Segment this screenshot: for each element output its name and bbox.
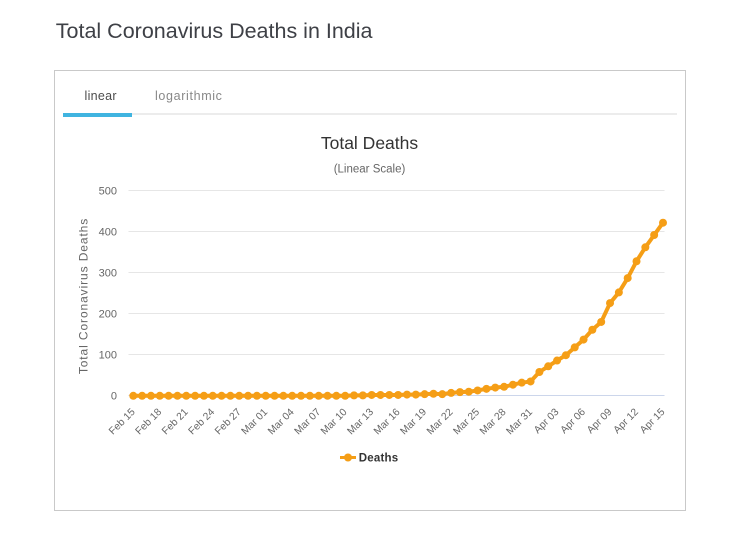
svg-text:100: 100 <box>99 350 117 362</box>
svg-text:Apr 03: Apr 03 <box>532 407 561 436</box>
svg-text:Mar 01: Mar 01 <box>240 407 271 438</box>
svg-text:Feb 15: Feb 15 <box>107 407 138 438</box>
svg-text:Mar 07: Mar 07 <box>293 407 324 438</box>
svg-text:Mar 16: Mar 16 <box>372 407 403 438</box>
svg-text:Feb 24: Feb 24 <box>187 407 218 438</box>
svg-text:Mar 13: Mar 13 <box>346 407 377 438</box>
svg-text:Feb 27: Feb 27 <box>213 407 244 438</box>
svg-text:Mar 10: Mar 10 <box>319 407 350 438</box>
svg-text:200: 200 <box>99 309 117 321</box>
svg-text:300: 300 <box>99 268 117 280</box>
svg-text:Apr 15: Apr 15 <box>638 407 667 436</box>
svg-text:Feb 21: Feb 21 <box>160 407 191 438</box>
svg-text:Feb 18: Feb 18 <box>134 407 165 438</box>
svg-text:Mar 19: Mar 19 <box>399 407 430 438</box>
svg-text:Apr 12: Apr 12 <box>612 407 641 436</box>
svg-text:Apr 09: Apr 09 <box>585 407 614 436</box>
svg-text:Mar 25: Mar 25 <box>452 407 483 438</box>
svg-text:Apr 06: Apr 06 <box>559 407 588 436</box>
svg-text:Mar 04: Mar 04 <box>266 407 297 438</box>
svg-text:Mar 22: Mar 22 <box>425 407 456 438</box>
svg-text:400: 400 <box>99 227 117 239</box>
svg-text:Mar 31: Mar 31 <box>505 407 536 438</box>
svg-text:Mar 28: Mar 28 <box>478 407 509 438</box>
svg-text:Deaths: Deaths <box>359 452 399 464</box>
svg-text:Total Deaths: Total Deaths <box>321 133 419 153</box>
svg-text:500: 500 <box>99 186 117 198</box>
svg-text:(Linear Scale): (Linear Scale) <box>334 164 406 176</box>
svg-text:Total Coronavirus Deaths: Total Coronavirus Deaths <box>77 218 91 374</box>
svg-text:0: 0 <box>111 391 117 403</box>
